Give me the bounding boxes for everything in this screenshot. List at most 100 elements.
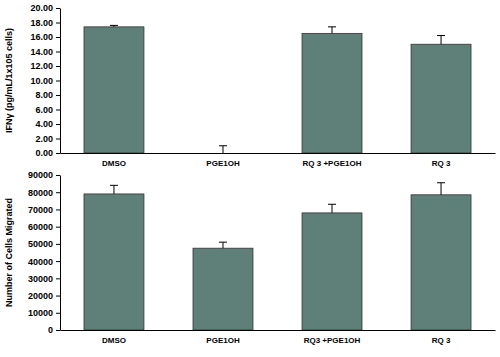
error-cap [110, 185, 118, 186]
y-tick-label: 6.00 [35, 105, 53, 115]
figure: 0.00 2.00 4.00 6.00 8.00 10.00 12.00 14.00 16.00… [0, 0, 500, 357]
bar [193, 248, 253, 330]
y-tick-mark [56, 66, 60, 67]
y-tick: 0.00 [35, 148, 60, 158]
error-bar [110, 185, 118, 194]
x-tick-label: RQ 3 +PGE1OH [303, 159, 362, 168]
y-tick: 10.00 [30, 76, 60, 86]
y-tick-mark [56, 330, 60, 331]
error-bar [219, 242, 227, 248]
y-tick-mark [56, 124, 60, 125]
x-axis-line [61, 330, 496, 331]
error-line [113, 185, 114, 194]
y-tick: 12.00 [30, 61, 60, 71]
x-axis: DMSO PGE1OH RQ 3 +PGE1OH RQ 3 [61, 153, 496, 168]
y-tick-label: 80000 [28, 188, 53, 198]
error-bar [437, 36, 445, 45]
y-tick-label: 8.00 [35, 90, 53, 100]
y-axis-title: Number of Cells Migrated [4, 198, 14, 307]
plot-area [84, 183, 471, 330]
x-tick-label: DMSO [102, 336, 126, 345]
y-tick: 4.00 [35, 119, 60, 129]
y-axis-line [60, 9, 61, 154]
y-tick: 8.00 [35, 90, 60, 100]
x-tick-label: PGE1OH [206, 336, 240, 345]
y-tick-mark [56, 110, 60, 111]
y-tick: 90000 [28, 170, 60, 180]
y-tick-label: 20000 [28, 291, 53, 301]
error-bar [328, 27, 336, 34]
chart-panel: 0 10000 20000 30000 40000 50000 60000 70000 8000… [4, 170, 496, 344]
y-tick-mark [56, 139, 60, 140]
error-cap [219, 242, 227, 243]
y-tick: 14.00 [30, 47, 60, 57]
error-line [332, 204, 333, 213]
y-tick-label: 12.00 [30, 61, 53, 71]
y-tick-mark [56, 95, 60, 96]
y-tick-mark [56, 37, 60, 38]
error-bar [328, 204, 336, 213]
error-line [222, 146, 223, 153]
y-tick: 6.00 [35, 105, 60, 115]
x-tick-label: PGE1OH [206, 159, 240, 168]
error-cap [437, 35, 445, 36]
bar [84, 194, 144, 330]
y-tick-label: 30000 [28, 274, 53, 284]
y-tick: 16.00 [30, 32, 60, 42]
y-tick-label: 18.00 [30, 18, 53, 28]
y-tick-label: 16.00 [30, 32, 53, 42]
x-tick: RQ 3 [432, 330, 451, 345]
x-tick-label: DMSO [102, 159, 126, 168]
y-tick-mark [56, 209, 60, 210]
y-tick-mark [56, 52, 60, 53]
error-cap [437, 182, 445, 183]
y-axis-title: IFNγ (pg/mL/1x105 cells) [4, 28, 14, 133]
y-tick-mark [56, 227, 60, 228]
y-tick: 80000 [28, 188, 60, 198]
y-tick-label: 70000 [28, 205, 53, 215]
y-tick-label: 50000 [28, 239, 53, 249]
bar [411, 44, 471, 153]
y-tick-mark [56, 278, 60, 279]
error-cap [110, 25, 118, 26]
x-tick-label: RQ3 +PGE1OH [304, 336, 361, 345]
y-tick-mark [56, 81, 60, 82]
y-tick-mark [56, 261, 60, 262]
x-tick-label: RQ 3 [432, 159, 451, 168]
y-tick-label: 40000 [28, 256, 53, 266]
y-tick-label: 20.00 [30, 3, 53, 13]
error-cap [328, 26, 336, 27]
y-tick: 50000 [28, 239, 60, 249]
y-tick: 18.00 [30, 18, 60, 28]
y-tick-mark [56, 192, 60, 193]
y-tick: 20.00 [30, 3, 60, 13]
y-tick-label: 0.00 [35, 148, 53, 158]
y-tick-label: 90000 [28, 170, 53, 180]
bar [84, 27, 144, 153]
y-axis: 0.00 2.00 4.00 6.00 8.00 10.00 12.00 14.00 16.00… [30, 3, 60, 158]
y-tick: 10000 [28, 308, 60, 318]
y-tick-mark [56, 8, 60, 9]
y-tick: 60000 [28, 222, 60, 232]
x-tick: RQ 3 [432, 153, 451, 168]
y-tick: 20000 [28, 291, 60, 301]
y-tick: 40000 [28, 256, 60, 266]
y-tick-mark [56, 175, 60, 176]
error-bar [437, 183, 445, 195]
x-tick: RQ3 +PGE1OH [304, 330, 361, 345]
error-cap [219, 145, 227, 146]
chart-panel: 0.00 2.00 4.00 6.00 8.00 10.00 12.00 14.00 16.00… [4, 3, 496, 167]
error-line [222, 242, 223, 248]
x-tick: DMSO [102, 153, 126, 168]
y-tick: 70000 [28, 205, 60, 215]
y-tick-label: 10.00 [30, 76, 53, 86]
x-tick: DMSO [102, 330, 126, 345]
x-tick: PGE1OH [206, 153, 240, 168]
y-tick: 2.00 [35, 134, 60, 144]
y-tick: 0 [48, 325, 60, 335]
error-cap [328, 204, 336, 205]
x-tick: PGE1OH [206, 330, 240, 345]
error-line [332, 27, 333, 34]
y-tick-label: 2.00 [35, 134, 53, 144]
plot-area [84, 25, 471, 153]
